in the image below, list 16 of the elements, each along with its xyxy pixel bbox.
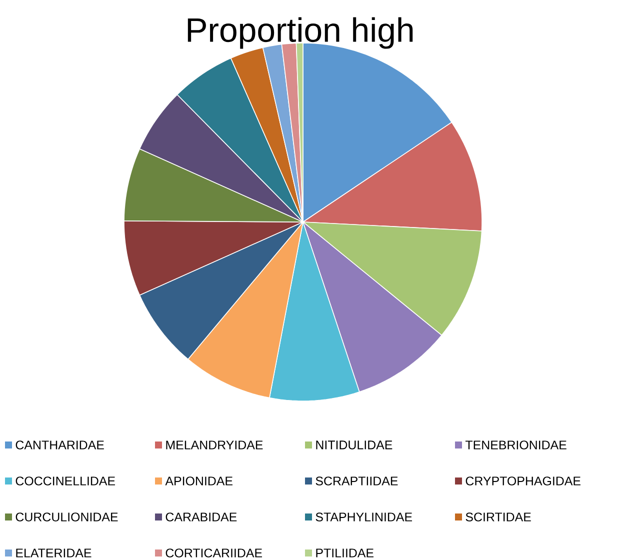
legend-label: SCIRTIDAE: [466, 512, 531, 522]
legend-label: CRYPTOPHAGIDAE: [466, 476, 580, 486]
legend-label: MELANDRYIDAE: [166, 440, 263, 450]
legend-label: PTILIIDAE: [316, 548, 374, 558]
legend-label: CURCULIONIDAE: [16, 512, 118, 522]
legend-label: TENEBRIONIDAE: [465, 440, 566, 450]
legend-label: NITIDULIDAE: [316, 440, 392, 450]
legend-label: CORTICARIIDAE: [166, 548, 262, 558]
legend-label: APIONIDAE: [165, 476, 232, 486]
legend-label: SCRAPTIIDAE: [316, 476, 398, 486]
legend-label: STAPHYLINIDAE: [316, 512, 412, 522]
legend-label: ELATERIDAE: [16, 548, 92, 558]
legend-label: COCCINELLIDAE: [16, 476, 115, 486]
legend-label: CARABIDAE: [166, 512, 237, 522]
chart-title: Proportion high: [188, 17, 413, 49]
legend-label: CANTHARIDAE: [16, 440, 104, 450]
